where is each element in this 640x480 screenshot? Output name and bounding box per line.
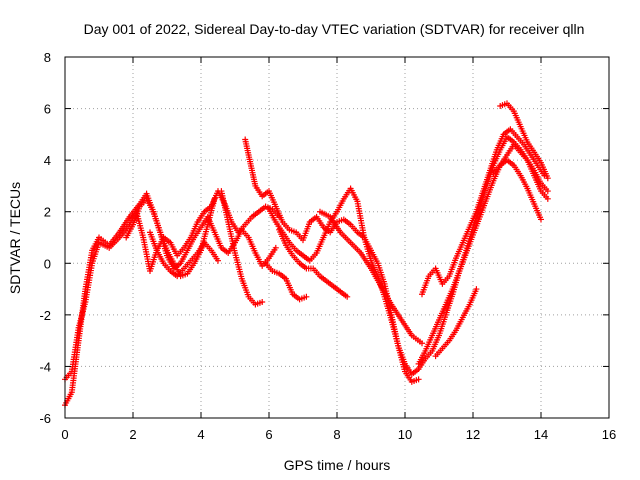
x-tick-label: 12	[466, 427, 480, 442]
series-sat-c	[123, 195, 279, 272]
series-sat-e	[218, 188, 266, 308]
y-tick-label: 8	[44, 50, 51, 65]
data-point	[215, 257, 221, 264]
data-point	[544, 175, 551, 182]
x-tick-label: 16	[602, 427, 616, 442]
series-sat-d	[147, 229, 221, 280]
y-tick-label: 6	[44, 102, 51, 117]
series-sat-l	[415, 141, 551, 367]
y-tick-label: 2	[44, 205, 51, 220]
data-point	[415, 376, 422, 383]
series-sat-h	[276, 226, 351, 300]
series-sat-n	[497, 100, 551, 182]
x-tick-label: 0	[61, 427, 68, 442]
data-point	[544, 195, 551, 202]
x-tick-label: 4	[197, 427, 204, 442]
x-tick-label: 2	[129, 427, 136, 442]
data-point	[538, 216, 544, 223]
chart-title: Day 001 of 2022, Sidereal Day-to-day VTE…	[84, 21, 585, 37]
series-sat-o	[490, 157, 544, 223]
data-point	[544, 188, 551, 195]
y-axis-label: SDTVAR / TECUs	[7, 182, 23, 294]
y-tick-label: -6	[39, 411, 51, 426]
series-sat-b	[62, 188, 283, 383]
gridlines	[65, 57, 609, 418]
series-sat-j	[317, 208, 425, 347]
series-sat-i	[266, 133, 551, 378]
y-tick-label: 4	[44, 153, 51, 168]
data-point	[272, 244, 279, 251]
y-tick-label: -2	[39, 308, 51, 323]
x-tick-label: 14	[534, 427, 548, 442]
x-axis-label: GPS time / hours	[284, 457, 391, 473]
series-sat-g	[262, 260, 310, 303]
data-point	[419, 340, 425, 347]
data-point	[473, 286, 480, 293]
data-point	[344, 293, 351, 300]
y-tick-label: -4	[39, 359, 51, 374]
series-sat-k	[419, 126, 548, 298]
data-point	[303, 293, 310, 300]
x-tick-label: 10	[398, 427, 412, 442]
y-tick-label: 0	[44, 256, 51, 271]
x-tick-label: 6	[265, 427, 272, 442]
data-point	[259, 298, 266, 305]
axis-ticks: 0 2 4 6 8 10 12 14 16 -6 -4 -2 0 2 4 6 8	[39, 50, 616, 442]
x-tick-label: 8	[333, 427, 340, 442]
series-sat-m	[432, 286, 480, 360]
data-points	[62, 100, 551, 409]
